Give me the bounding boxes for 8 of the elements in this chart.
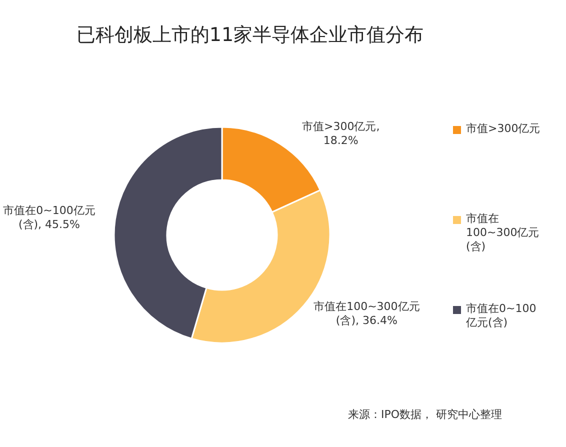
data-label: 市值>300亿元, 18.2% bbox=[301, 120, 381, 148]
legend-label: 市值在0~100亿元(含) bbox=[466, 302, 538, 330]
legend-label: 市值在100~300亿元(含) bbox=[466, 212, 540, 254]
data-label: 市值在0~100亿元(含), 45.5% bbox=[2, 204, 96, 232]
source-note: 来源：IPO数据， 研究中心整理 bbox=[346, 408, 504, 422]
legend-label: 市值>300亿元 bbox=[466, 122, 542, 136]
data-label: 市值在100~300亿元(含), 36.4% bbox=[312, 300, 421, 328]
chart-title: 已科创板上市的11家半导体企业市值分布 bbox=[75, 24, 425, 46]
